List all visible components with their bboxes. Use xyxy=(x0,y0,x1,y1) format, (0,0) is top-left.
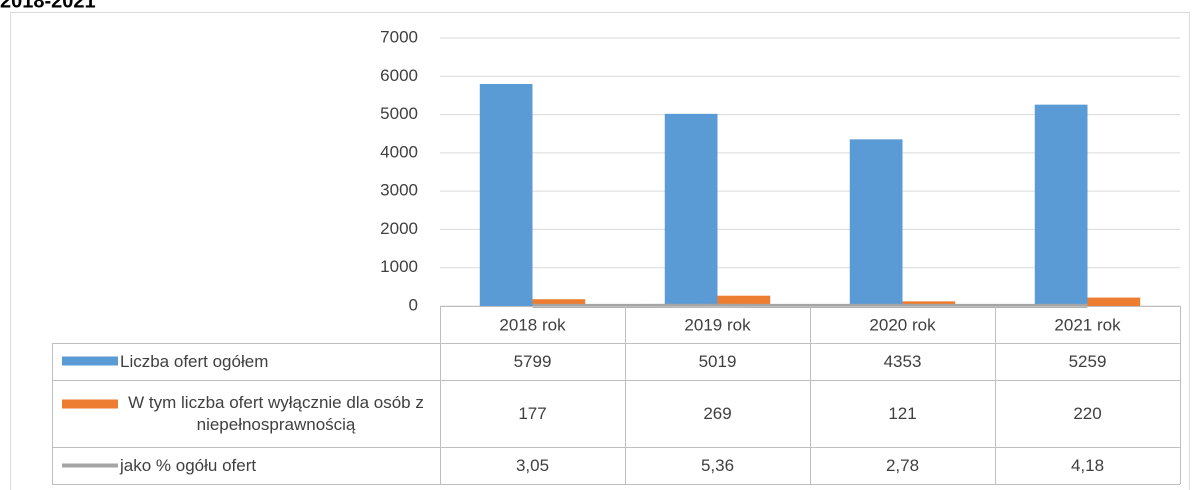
bar xyxy=(1034,104,1088,306)
legend-label-text: jako % ogółu ofert xyxy=(120,455,257,475)
table-cell: 269 xyxy=(703,404,731,423)
y-tick-label: 7000 xyxy=(380,27,418,46)
table-cell: 177 xyxy=(518,404,546,423)
chart-border xyxy=(10,12,1190,490)
legend-label: jako % ogółu ofert xyxy=(120,455,257,475)
table-cell: 4,18 xyxy=(1071,456,1104,475)
bar xyxy=(479,83,533,306)
x-tick-label: 2021 rok xyxy=(1054,315,1121,334)
bar xyxy=(664,113,718,307)
bar xyxy=(717,295,771,306)
y-tick-label: 0 xyxy=(409,295,418,314)
x-tick-label: 2019 rok xyxy=(684,315,751,334)
y-tick-label: 1000 xyxy=(380,257,418,276)
legend-label-text: W tym liczba ofert wyłącznie dla osób z … xyxy=(128,392,424,434)
y-tick-label: 2000 xyxy=(380,219,418,238)
legend-key xyxy=(62,399,118,409)
table-cell: 5259 xyxy=(1069,352,1107,371)
bar xyxy=(532,299,586,306)
legend-label-text: Liczba ofert ogółem xyxy=(120,351,269,371)
x-tick-label: 2020 rok xyxy=(869,315,936,334)
table-cell: 5799 xyxy=(514,352,552,371)
legend-key xyxy=(62,356,118,366)
legend-label: W tym liczba ofert wyłącznie dla osób z … xyxy=(128,392,424,434)
table-cell: 4353 xyxy=(884,352,922,371)
y-tick-label: 6000 xyxy=(380,66,418,85)
bar xyxy=(902,301,956,306)
x-tick-label: 2018 rok xyxy=(499,315,566,334)
y-tick-label: 5000 xyxy=(380,104,418,123)
table-cell: 220 xyxy=(1073,404,1101,423)
table-cell: 2,78 xyxy=(886,456,919,475)
y-tick-label: 4000 xyxy=(380,142,418,161)
chart-title: 2018-2021 xyxy=(0,0,96,12)
table-cell: 121 xyxy=(888,404,916,423)
bar xyxy=(1087,297,1141,306)
table-cell: 5019 xyxy=(699,352,737,371)
table-cell: 5,36 xyxy=(701,456,734,475)
table-cell: 3,05 xyxy=(516,456,549,475)
bar xyxy=(849,139,903,306)
y-tick-label: 3000 xyxy=(380,181,418,200)
legend-label: Liczba ofert ogółem xyxy=(120,351,269,371)
